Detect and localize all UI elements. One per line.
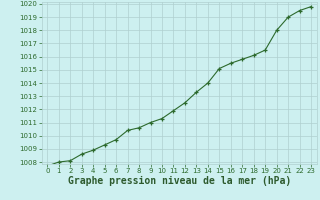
X-axis label: Graphe pression niveau de la mer (hPa): Graphe pression niveau de la mer (hPa) [68,176,291,186]
